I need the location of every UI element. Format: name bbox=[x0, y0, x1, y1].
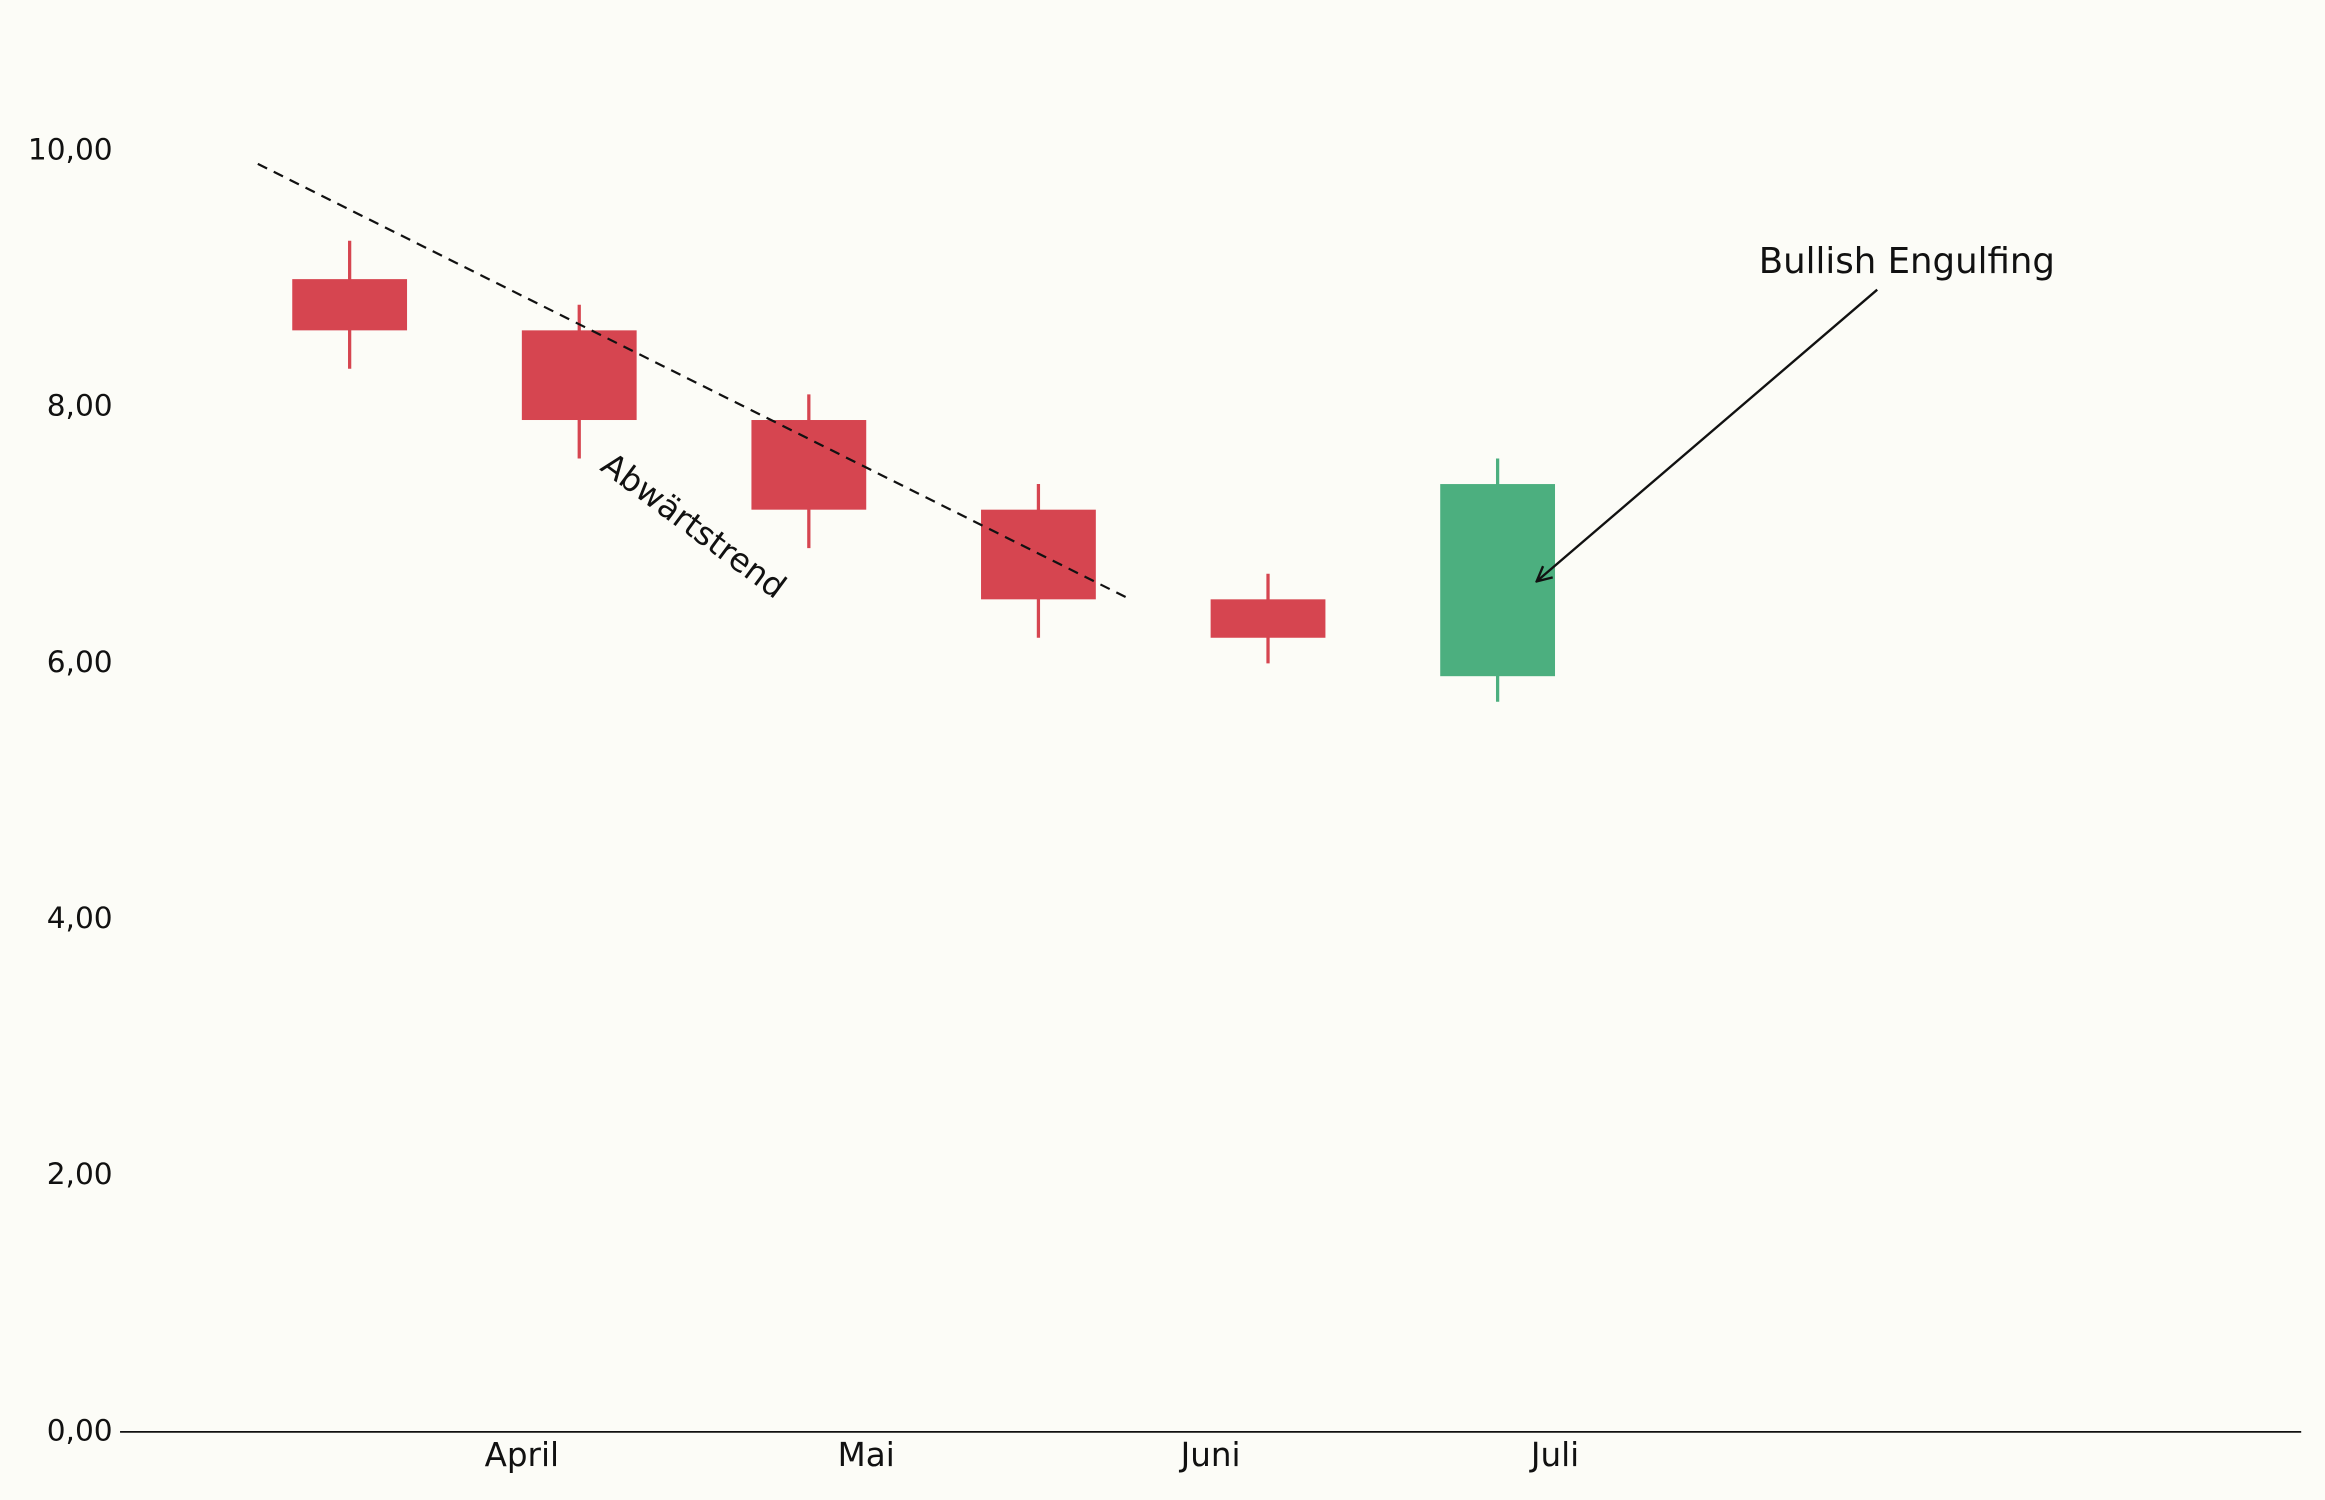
y-tick-label: 10,00 bbox=[28, 133, 113, 167]
annotation-arrow bbox=[1537, 288, 1878, 582]
x-tick-label: Mai bbox=[838, 1436, 895, 1474]
candle-body bbox=[751, 420, 867, 510]
y-tick-label: 6,00 bbox=[47, 645, 113, 679]
y-tick-label: 2,00 bbox=[47, 1157, 113, 1191]
trend-line bbox=[257, 162, 1131, 601]
x-tick-label: April bbox=[485, 1436, 559, 1474]
x-tick-label: Juli bbox=[1529, 1436, 1579, 1474]
x-tick-label: Juni bbox=[1179, 1436, 1241, 1474]
candle-body bbox=[521, 330, 637, 421]
y-tick-label: 8,00 bbox=[47, 389, 113, 423]
y-tick-label: 4,00 bbox=[47, 901, 113, 935]
y-tick-label: 0,00 bbox=[47, 1413, 113, 1447]
candle-body bbox=[1210, 599, 1326, 638]
annotation-text: Bullish Engulfing bbox=[1759, 241, 2055, 282]
candle-body bbox=[292, 279, 408, 331]
